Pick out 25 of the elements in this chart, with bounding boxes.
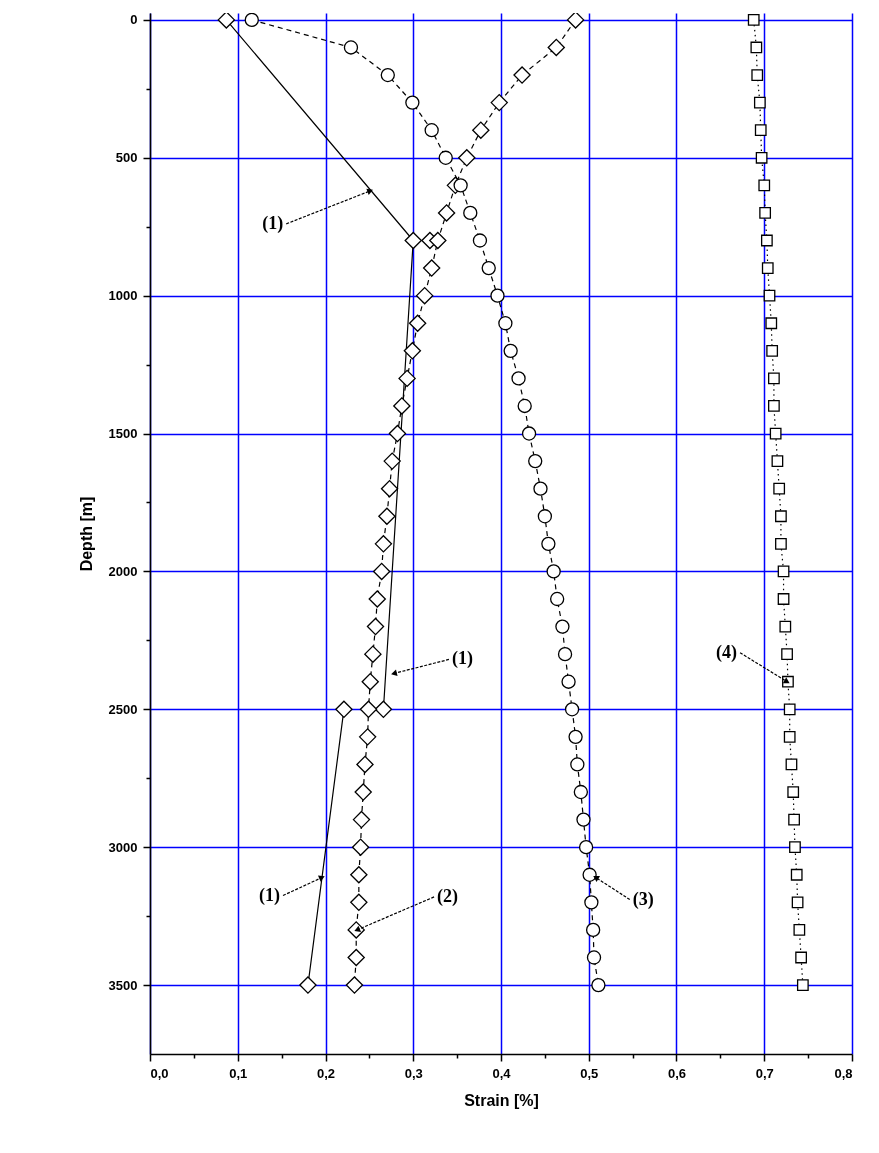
x-tick-label: 0,5 <box>580 1065 599 1081</box>
x-tick-label: 0,7 <box>755 1065 774 1081</box>
annotation: (1) <box>262 212 284 234</box>
y-tick-label: 0 <box>130 12 138 28</box>
x-tick-label: 0,8 <box>834 1065 853 1081</box>
x-axis-title: Strain [%] <box>464 1091 539 1109</box>
x-tick-label: 0,6 <box>667 1065 687 1081</box>
x-tick-label: 0,3 <box>404 1065 423 1081</box>
x-tick-label: 0,0 <box>150 1065 169 1081</box>
x-tick-label: 0,4 <box>492 1065 512 1081</box>
annotation: (4) <box>716 641 738 663</box>
annotation: (1) <box>258 884 280 906</box>
annotation: (1) <box>451 648 473 670</box>
y-tick-label: 1500 <box>108 426 138 442</box>
x-tick-label: 0,2 <box>316 1065 336 1081</box>
x-tick-label: 0,1 <box>229 1065 248 1081</box>
y-axis-title: Depth [m] <box>77 496 95 572</box>
y-tick-label: 3000 <box>108 839 138 855</box>
y-tick-label: 1000 <box>108 288 138 304</box>
annotation: (3) <box>632 888 654 910</box>
y-tick-label: 2500 <box>108 701 138 717</box>
y-tick-label: 3500 <box>108 977 138 993</box>
annotation: (2) <box>437 885 459 907</box>
y-tick-label: 2000 <box>108 563 138 579</box>
y-tick-label: 500 <box>115 150 138 166</box>
